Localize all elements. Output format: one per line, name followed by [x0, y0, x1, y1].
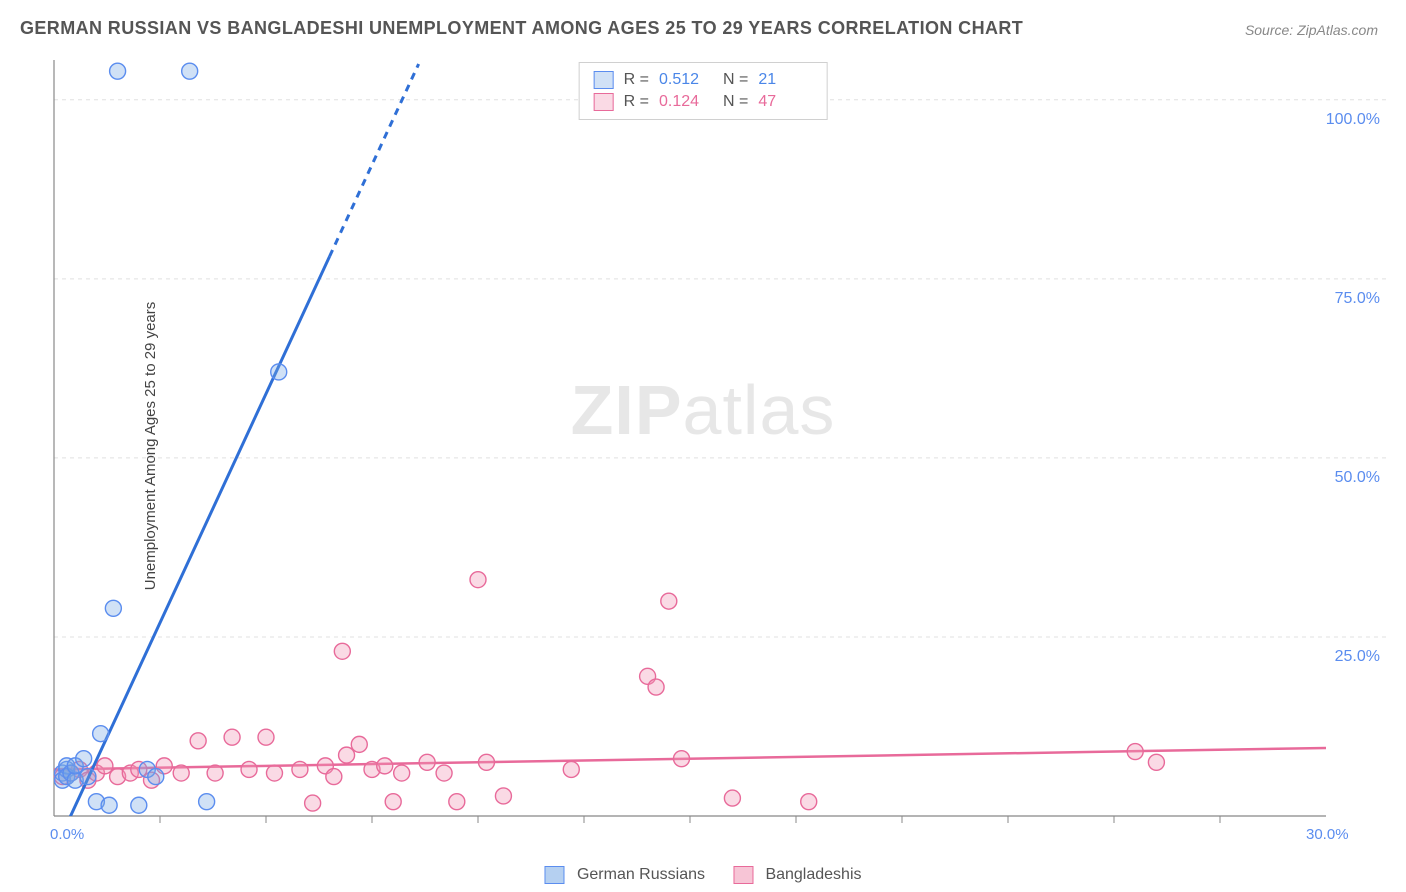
- legend-series-bangladeshi: Bangladeshis: [733, 866, 862, 884]
- svg-text:25.0%: 25.0%: [1335, 648, 1380, 665]
- legend-stats-row-german: R = 0.512 N = 21: [594, 69, 813, 91]
- source-credit: Source: ZipAtlas.com: [1245, 22, 1378, 38]
- chart-title: GERMAN RUSSIAN VS BANGLADESHI UNEMPLOYME…: [20, 18, 1023, 39]
- legend-swatch-bangladeshi: [594, 93, 614, 111]
- legend-swatch-icon: [544, 866, 564, 884]
- legend-swatch-icon: [733, 866, 753, 884]
- svg-text:50.0%: 50.0%: [1335, 469, 1380, 486]
- legend-stats: R = 0.512 N = 21 R = 0.124 N = 47: [579, 62, 828, 120]
- legend-swatch-german: [594, 71, 614, 89]
- x-axis-end-label: 30.0%: [1306, 826, 1349, 843]
- legend-stats-row-bangladeshi: R = 0.124 N = 47: [594, 91, 813, 113]
- x-axis-origin-label: 0.0%: [50, 826, 84, 843]
- svg-text:100.0%: 100.0%: [1326, 111, 1380, 128]
- plot-svg: 25.0% 50.0% 75.0% 100.0%: [50, 56, 1386, 846]
- legend-series: German Russians Bangladeshis: [544, 866, 861, 884]
- scatter-plot: 25.0% 50.0% 75.0% 100.0%: [50, 56, 1386, 846]
- svg-text:75.0%: 75.0%: [1335, 290, 1380, 307]
- legend-series-german: German Russians: [544, 866, 705, 884]
